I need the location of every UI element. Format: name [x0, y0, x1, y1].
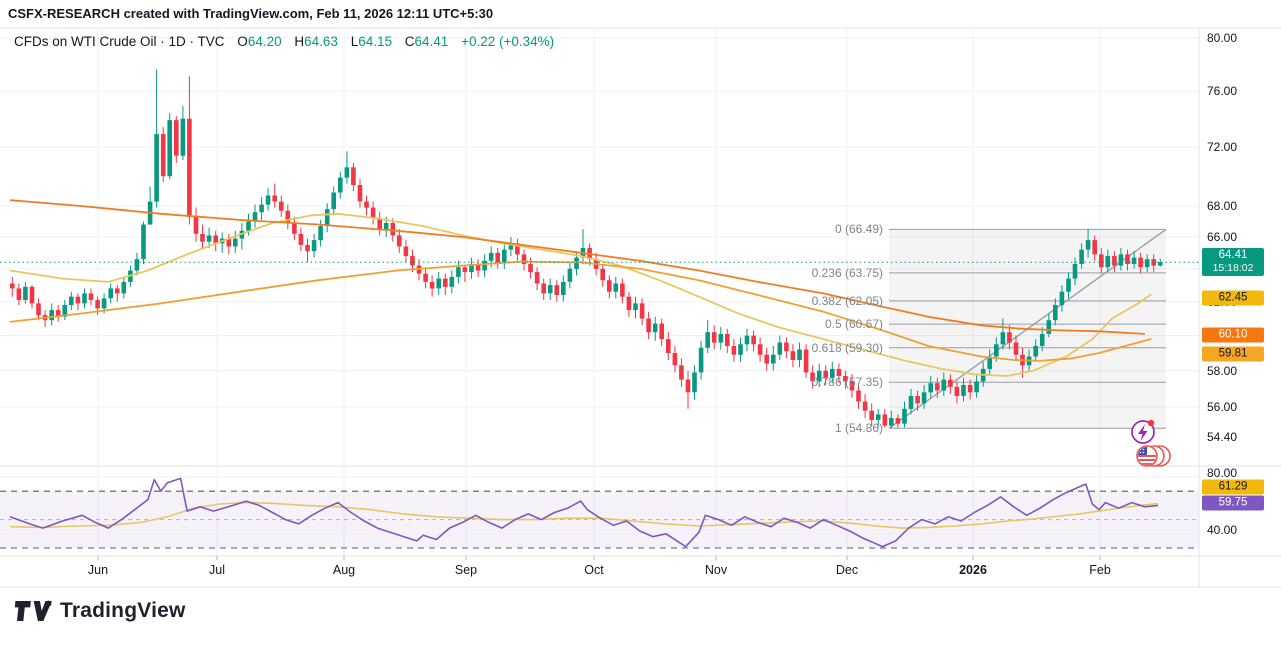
time-axis-label: Nov — [704, 563, 728, 577]
change-value: +0.22 (+0.34%) — [461, 34, 555, 49]
price-axis-label: 66.00 — [1207, 230, 1238, 244]
candles-layer — [10, 69, 1163, 429]
time-axis-label: Jul — [209, 563, 225, 577]
time-axis-label: Dec — [835, 563, 859, 577]
ma-slow-orange — [9, 199, 1145, 335]
time-axis-label: Feb — [1089, 563, 1111, 577]
rsi-axis-label: 80.00 — [1207, 466, 1238, 480]
last-price-badge: 64.41 15:18:02 — [1202, 248, 1264, 276]
rsi-axis-label: 40.00 — [1207, 523, 1238, 537]
tradingview-logo[interactable]: TradingView — [12, 598, 186, 624]
chart-canvas[interactable] — [0, 0, 1281, 598]
price-axis-label: 76.00 — [1207, 84, 1238, 99]
fib-level-label: 0.5 (60.67) — [824, 317, 883, 332]
price-axis-label: 80.00 — [1207, 31, 1238, 45]
fib-level-label: 1 (54.86) — [834, 421, 883, 436]
ma-yellow-badge: 62.45 — [1202, 290, 1264, 306]
high-value: 64.63 — [304, 34, 338, 49]
ma-fast-yellow — [9, 212, 1152, 377]
fib-level-label: 0.786 (57.35) — [811, 375, 883, 390]
high-label: H — [294, 34, 305, 49]
price-axis-label: 72.00 — [1207, 139, 1238, 154]
ma-amber-badge: 59.81 — [1202, 346, 1264, 362]
rsi-ma-line — [9, 501, 1159, 529]
tradingview-logo-glyph — [14, 600, 52, 621]
time-axis-label: Oct — [584, 563, 604, 577]
fib-level-label: 0.236 (63.75) — [811, 265, 883, 280]
fib-level-label: 0 (66.49) — [834, 222, 883, 237]
rsi-ma-badge: 61.29 — [1202, 479, 1264, 495]
close-label: C — [404, 34, 415, 49]
time-axis-label: Sep — [454, 563, 478, 577]
low-value: 64.15 — [358, 34, 392, 49]
rsi-line — [9, 477, 1159, 548]
us-flag-events-icon[interactable] — [1136, 445, 1171, 467]
time-axis-label: 2026 — [959, 563, 987, 577]
events-lightning-icon[interactable] — [1131, 419, 1155, 444]
time-axis-label: Aug — [332, 563, 356, 577]
open-value: 64.20 — [247, 34, 282, 49]
fib-level-label: 0.382 (62.05) — [811, 293, 883, 308]
ma-mid-amber — [9, 260, 1152, 362]
time-axis-label: Jun — [87, 563, 109, 577]
symbol-legend[interactable]: CFDs on WTI Crude Oil · 1D · TVC O64.20 … — [14, 34, 554, 49]
symbol-title[interactable]: CFDs on WTI Crude Oil · 1D · TVC — [14, 34, 225, 49]
close-value: 64.41 — [414, 34, 449, 49]
open-label: O — [237, 34, 248, 49]
fib-level-label: 0.618 (59.30) — [811, 340, 883, 355]
rsi-badge: 59.75 — [1202, 495, 1264, 511]
price-axis-label: 54.40 — [1207, 429, 1238, 444]
low-label: L — [350, 34, 359, 49]
rsi-band — [0, 491, 1199, 548]
ma-orange-badge: 60.10 — [1202, 327, 1264, 343]
price-axis-label: 68.00 — [1207, 199, 1238, 214]
attribution-text: CSFX-RESEARCH created with TradingView.c… — [8, 6, 494, 21]
price-axis-label: 56.00 — [1207, 399, 1238, 414]
price-axis-label: 58.00 — [1207, 363, 1238, 378]
tradingview-logo-text: TradingView — [60, 599, 186, 622]
